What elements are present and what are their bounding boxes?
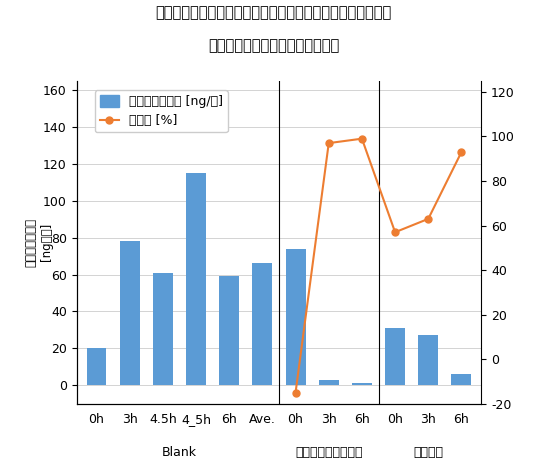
Y-axis label: アレルゲン濃度
[ng／㎡]: アレルゲン濃度 [ng／㎡] (25, 218, 53, 267)
Bar (120, 241, 139, 385)
Text: Blank: Blank (162, 446, 197, 459)
Bar (186, 173, 206, 385)
Text: ピュアケアウォール: ピュアケアウォール (295, 446, 363, 459)
Bar (153, 273, 173, 385)
Bar (352, 383, 372, 385)
Text: 「幻の漆喰」および「幻の漆喰ピュアケアウォール」による: 「幻の漆喰」および「幻の漆喰ピュアケアウォール」による (155, 5, 392, 20)
Text: 幻の漆喰: 幻の漆喰 (414, 446, 443, 459)
Bar (286, 249, 306, 385)
Bar (385, 328, 405, 385)
Legend: アレルゲン濃度 [ng/㎡], 低減率 [%]: アレルゲン濃度 [ng/㎡], 低減率 [%] (95, 90, 228, 133)
Bar (418, 335, 438, 385)
Text: ガラス板上での花粉低減評価実験: ガラス板上での花粉低減評価実験 (208, 38, 339, 53)
Bar (86, 348, 107, 385)
Bar (252, 264, 272, 385)
Bar (319, 380, 339, 385)
Bar (451, 374, 472, 385)
Bar (219, 276, 239, 385)
